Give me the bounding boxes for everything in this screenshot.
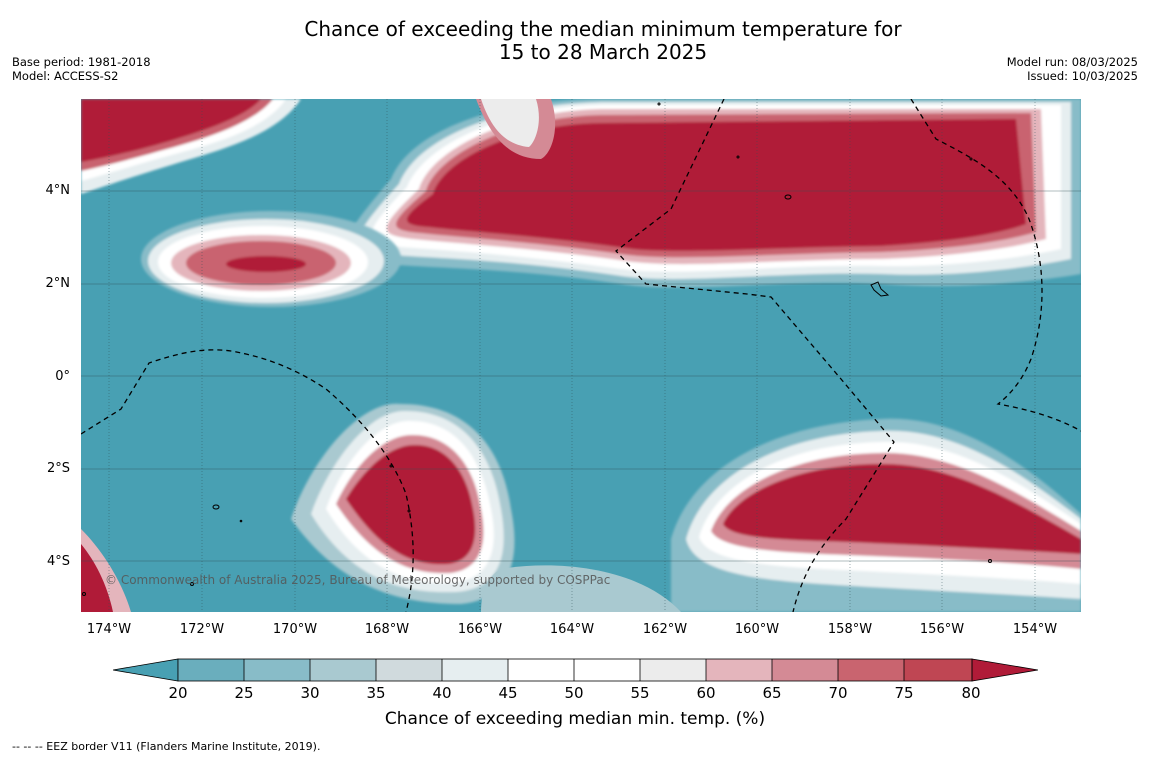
islands bbox=[82, 102, 992, 596]
lat-label-4n: 4°N bbox=[45, 183, 71, 198]
base-period: Base period: 1981-2018 bbox=[12, 55, 151, 69]
lon-label-162w: 162°W bbox=[642, 622, 688, 637]
meta-left: Base period: 1981-2018 Model: ACCESS-S2 bbox=[12, 55, 151, 83]
lon-label-154w: 154°W bbox=[1012, 622, 1058, 637]
colorbar-bin-45-50 bbox=[508, 659, 574, 681]
title-line-2: 15 to 28 March 2025 bbox=[498, 40, 708, 64]
warm-region-southeast bbox=[671, 418, 1081, 612]
lat-label-4s: 4°S bbox=[46, 554, 70, 569]
colorbar-bin-75-80 bbox=[904, 659, 972, 681]
warm-region-southwest bbox=[291, 403, 515, 604]
meta-right: Model run: 08/03/2025 Issued: 10/03/2025 bbox=[1007, 55, 1138, 83]
colorbar-tick-50: 50 bbox=[564, 684, 584, 702]
colorbar-tick-60: 60 bbox=[696, 684, 716, 702]
lon-label-170w: 170°W bbox=[272, 622, 318, 637]
colorbar-tick-65: 65 bbox=[762, 684, 782, 702]
warm-region-northwest bbox=[81, 99, 301, 194]
colorbar bbox=[113, 658, 1038, 682]
lat-label-0: 0° bbox=[55, 369, 70, 384]
lon-label-164w: 164°W bbox=[549, 622, 595, 637]
colorbar-tick-55: 55 bbox=[630, 684, 650, 702]
lon-label-174w: 174°W bbox=[86, 622, 132, 637]
colorbar-bin-35-40 bbox=[376, 659, 442, 681]
colorbar-bin-40-45 bbox=[442, 659, 508, 681]
colorbar-tick-80: 80 bbox=[961, 684, 981, 702]
copyright-notice: © Commonwealth of Australia 2025, Bureau… bbox=[105, 573, 611, 587]
lon-label-156w: 156°W bbox=[919, 622, 965, 637]
colorbar-tick-30: 30 bbox=[300, 684, 320, 702]
colorbar-bin-30-35 bbox=[310, 659, 376, 681]
colorbar-bin-55-60 bbox=[640, 659, 706, 681]
colorbar-tick-20: 20 bbox=[168, 684, 188, 702]
lon-label-172w: 172°W bbox=[179, 622, 225, 637]
colorbar-bin-50-55 bbox=[574, 659, 640, 681]
colorbar-bin-20-25 bbox=[178, 659, 244, 681]
teal-patch-bottom bbox=[481, 565, 681, 612]
map-title: Chance of exceeding the median minimum t… bbox=[0, 18, 1150, 64]
colorbar-tick-25: 25 bbox=[234, 684, 254, 702]
lat-label-2n: 2°N bbox=[45, 276, 71, 291]
colorbar-dividers bbox=[177, 658, 973, 682]
model-run: Model run: 08/03/2025 bbox=[1006, 55, 1138, 69]
lat-label-2s: 2°S bbox=[46, 461, 70, 476]
lon-label-158w: 158°W bbox=[827, 622, 873, 637]
lon-label-160w: 160°W bbox=[734, 622, 780, 637]
eez-borders bbox=[81, 99, 1081, 612]
lon-label-166w: 166°W bbox=[457, 622, 503, 637]
colorbar-tick-35: 35 bbox=[366, 684, 386, 702]
lon-label-168w: 168°W bbox=[364, 622, 410, 637]
colorbar-tick-45: 45 bbox=[498, 684, 518, 702]
neutral-patch-top bbox=[481, 99, 539, 147]
map-svg bbox=[81, 99, 1081, 612]
colorbar-extend-high bbox=[971, 658, 1038, 682]
colorbar-tick-75: 75 bbox=[894, 684, 914, 702]
colorbar-bin-70-75 bbox=[838, 659, 904, 681]
title-line-1: Chance of exceeding the median minimum t… bbox=[304, 17, 902, 41]
issued-date: Issued: 10/03/2025 bbox=[1027, 69, 1138, 83]
colorbar-extend-low bbox=[113, 658, 179, 682]
colorbar-bin-60-65 bbox=[706, 659, 772, 681]
colorbar-label: Chance of exceeding median min. temp. (%… bbox=[384, 709, 766, 729]
eez-footnote: -- -- -- EEZ border V11 (Flanders Marine… bbox=[12, 740, 321, 753]
colorbar-tick-70: 70 bbox=[828, 684, 848, 702]
colorbar-tick-40: 40 bbox=[432, 684, 452, 702]
map-area bbox=[81, 99, 1081, 612]
colorbar-bin-65-70 bbox=[772, 659, 838, 681]
colorbar-bin-25-30 bbox=[244, 659, 310, 681]
warm-blob-west bbox=[141, 211, 401, 307]
warm-region-north bbox=[344, 99, 1081, 288]
model-name: Model: ACCESS-S2 bbox=[12, 69, 119, 83]
latitude-lines bbox=[81, 190, 1081, 562]
